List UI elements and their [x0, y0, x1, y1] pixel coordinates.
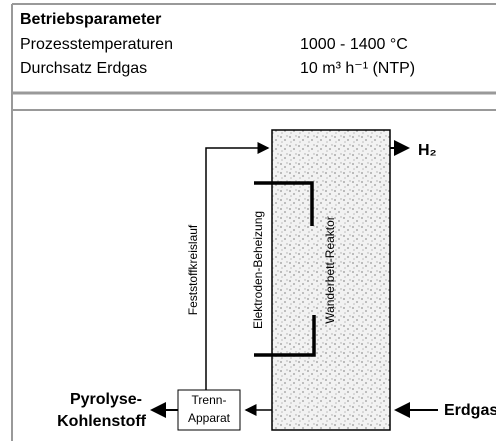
electrode	[254, 181, 314, 226]
cell: Durchsatz Erdgas	[20, 60, 147, 77]
cell: Prozesstemperaturen	[20, 36, 173, 53]
arrow	[205, 142, 270, 390]
table: Betriebsparameter Prozesstemperaturen 10…	[11, 3, 496, 441]
label: Trenn-	[192, 393, 227, 407]
cell: 1000 - 1400 °C	[300, 36, 408, 53]
diagram	[150, 129, 438, 431]
label: Kohlenstoff	[57, 413, 147, 430]
cell: 10 m³ h⁻¹ (NTP)	[300, 60, 415, 77]
reactor	[271, 129, 391, 431]
label: H₂	[418, 142, 437, 159]
table-title: Betriebsparameter	[20, 11, 161, 28]
label: Elektroden-Beheizung	[251, 211, 265, 329]
label: Wanderbett-Reaktor	[323, 216, 337, 324]
separator	[177, 389, 241, 431]
electrode	[254, 315, 316, 357]
label: Apparat	[188, 411, 231, 425]
label: Erdgas	[444, 402, 496, 419]
label: Pyrolyse-	[70, 391, 142, 408]
label: Feststoffkreislauf	[186, 224, 200, 315]
